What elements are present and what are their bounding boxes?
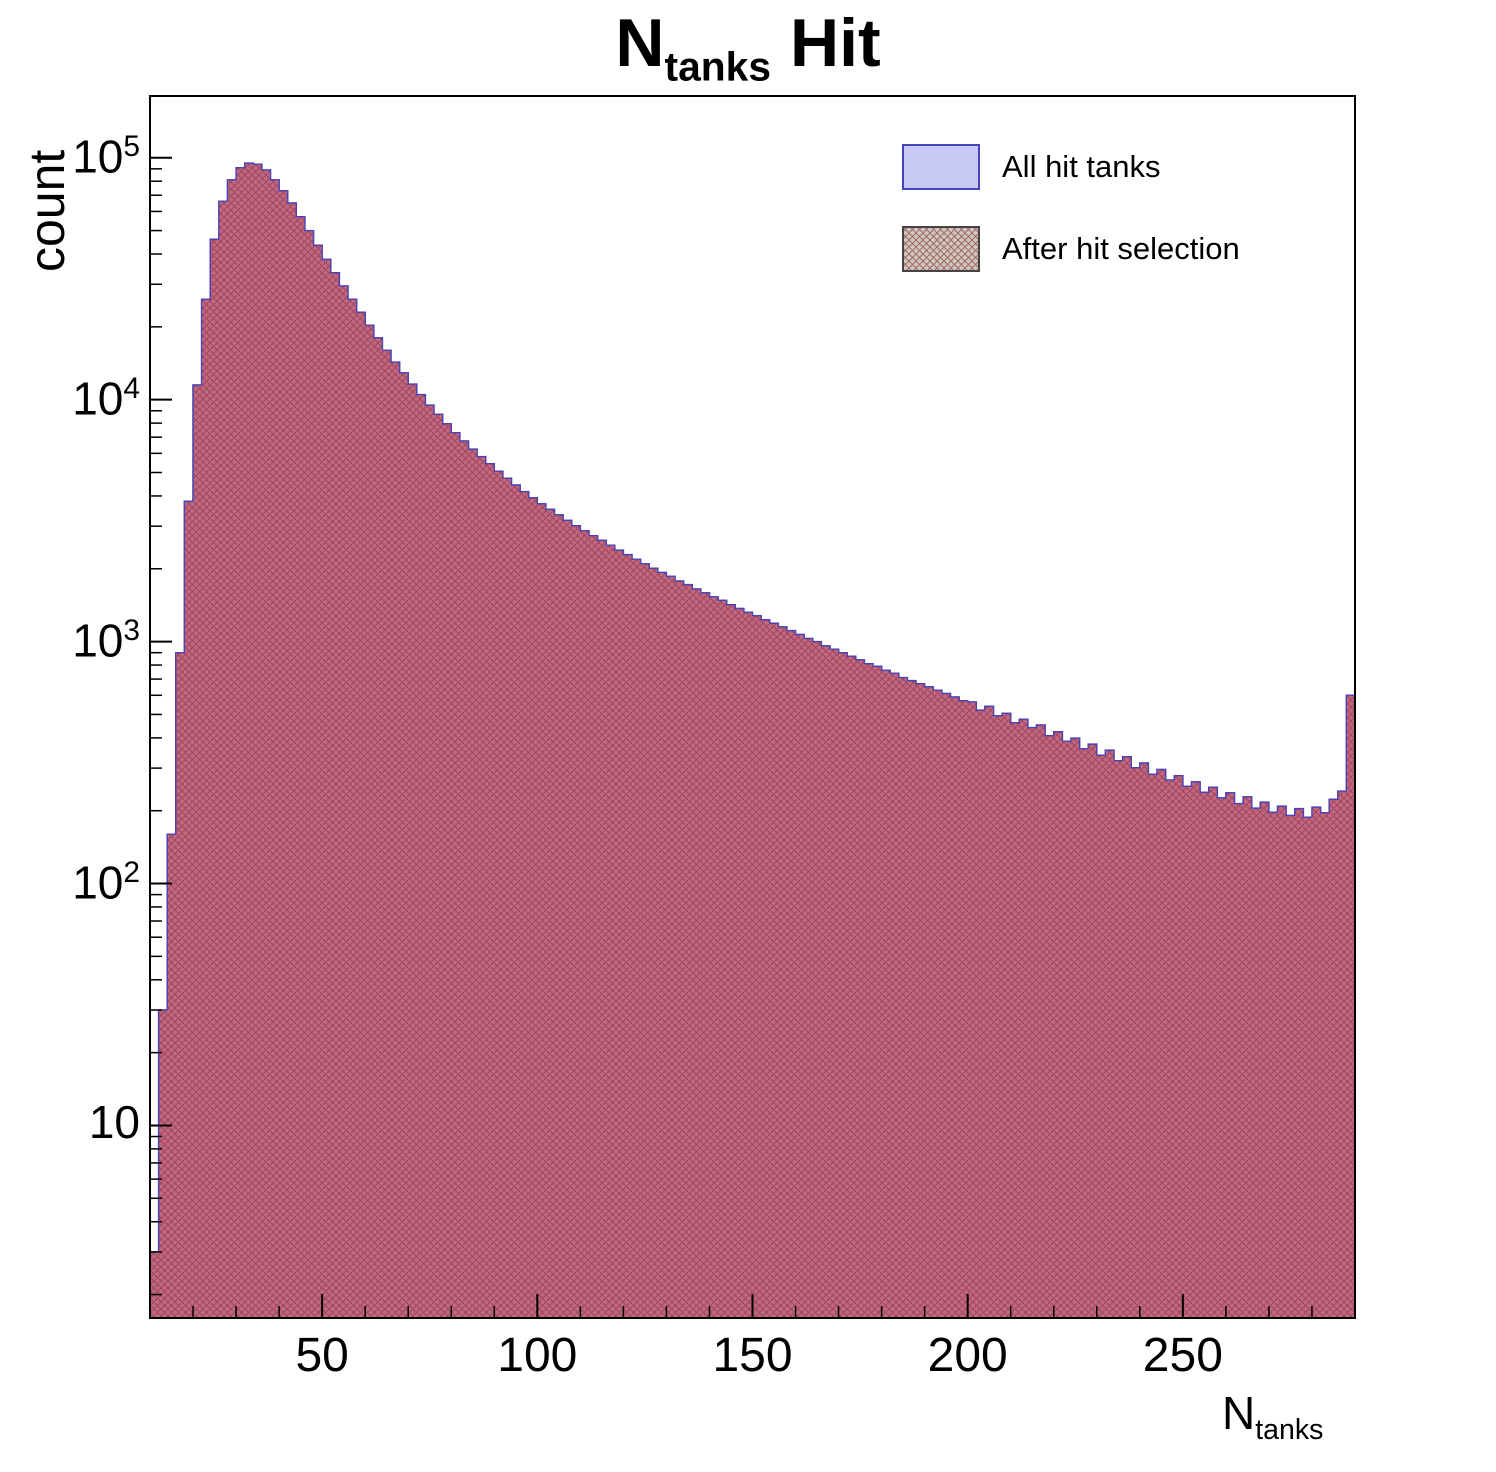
plot-title: Ntanks Hit: [0, 4, 1496, 91]
series-after-hit-selection: [149, 162, 1356, 1319]
y-tick-label: 104: [72, 371, 140, 424]
x-tick-label: 150: [712, 1329, 793, 1382]
series-all-hit-tanks-outline: [149, 162, 1356, 1319]
legend-item-after-hit-selection: After hit selection: [902, 226, 1240, 272]
x-axis-title: Ntanks: [1222, 1386, 1323, 1447]
x-tick-label: 200: [927, 1329, 1008, 1382]
plot-title-main: N: [615, 5, 665, 81]
legend-label-after-hit-selection: After hit selection: [1002, 231, 1240, 266]
legend-label-all-hit-tanks: All hit tanks: [1002, 149, 1161, 184]
x-axis-title-main: N: [1222, 1387, 1256, 1439]
x-tick-label: 250: [1142, 1329, 1223, 1382]
x-axis-title-subscript: tanks: [1255, 1414, 1324, 1447]
legend-item-all-hit-tanks: All hit tanks: [902, 144, 1240, 190]
plot-title-subscript: tanks: [664, 43, 772, 90]
legend-swatch-all-hit-tanks-icon: [902, 144, 980, 190]
y-tick-label: 103: [72, 613, 140, 666]
plot-title-suffix: Hit: [771, 5, 881, 81]
y-tick-label: 102: [72, 855, 140, 908]
x-tick-label: 100: [497, 1329, 578, 1382]
y-tick-label: 105: [72, 129, 140, 183]
y-tick-label: 10: [88, 1096, 140, 1149]
legend: All hit tanks After hit selection: [902, 144, 1240, 308]
legend-swatch-after-hit-selection-icon: [902, 226, 980, 272]
x-tick-label: 50: [295, 1329, 349, 1382]
